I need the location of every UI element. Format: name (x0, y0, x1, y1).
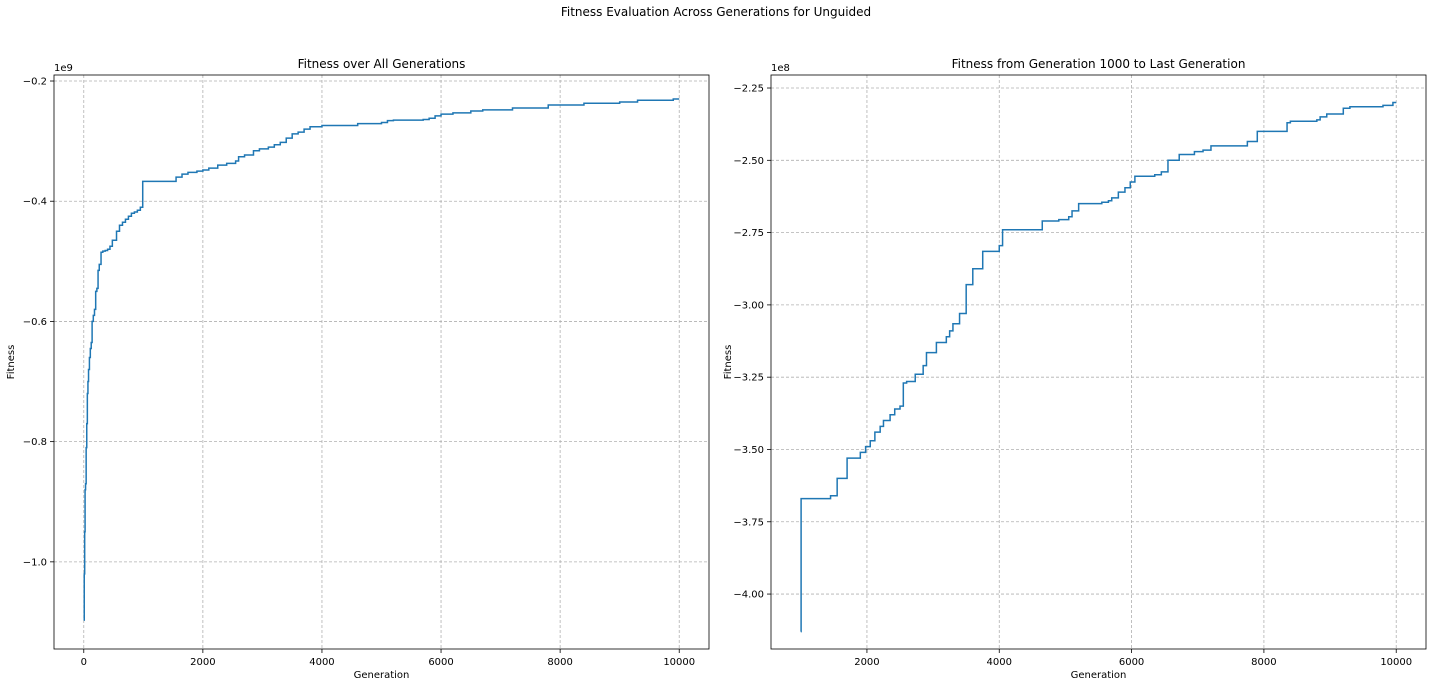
y-tick-label: −2.75 (733, 228, 764, 239)
y-tick-label: −3.75 (733, 517, 764, 528)
chart-title: Fitness from Generation 1000 to Last Gen… (952, 57, 1246, 71)
x-axis-label: Generation (1071, 670, 1127, 681)
y-tick-label: −0.6 (23, 317, 47, 328)
series-line (800, 101, 1397, 633)
y-tick-label: −2.25 (733, 84, 764, 95)
y-tick-label: −3.00 (733, 300, 764, 311)
x-axis-label: Generation (354, 670, 410, 681)
chart-title: Fitness over All Generations (298, 57, 466, 71)
y-axis-label: Fitness (6, 345, 17, 380)
x-tick-label: 6000 (428, 657, 453, 668)
x-tick-label: 10000 (1380, 657, 1412, 668)
y-offset-text: 1e8 (771, 63, 790, 74)
y-axis-label: Fitness (723, 345, 734, 380)
x-tick-label: 0 (81, 657, 87, 668)
axes-frame (53, 74, 710, 650)
x-tick-label: 10000 (663, 657, 695, 668)
y-tick-label: −2.50 (733, 156, 764, 167)
y-offset-text: 1e9 (54, 63, 73, 74)
series-line (83, 98, 680, 621)
x-tick-label: 4000 (987, 657, 1012, 668)
y-tick-label: −0.8 (23, 437, 47, 448)
x-tick-label: 2000 (190, 657, 215, 668)
chart-panel-from-1000: 2000 4000 6000 8000 10000 −4.00 −3.75 −3.50 −3.2… (723, 57, 1427, 681)
y-tick-label: −3.25 (733, 373, 764, 384)
y-tick-label: −0.4 (23, 197, 47, 208)
figure-suptitle: Fitness Evaluation Across Generations fo… (560, 5, 872, 19)
y-tick-label: −0.2 (23, 77, 47, 88)
x-tick-label: 6000 (1119, 657, 1144, 668)
x-tick-label: 4000 (309, 657, 334, 668)
y-tick-label: −4.00 (733, 590, 764, 601)
x-tick-label: 2000 (854, 657, 879, 668)
y-tick-label: −3.50 (733, 445, 764, 456)
axes-frame (770, 74, 1427, 650)
chart-panel-all-generations: 0 2000 4000 6000 8000 10000 −1.0 −0.8 −0.6 −0.4 −0… (6, 57, 710, 681)
y-tick-label: −1.0 (23, 557, 47, 568)
x-tick-label: 8000 (547, 657, 572, 668)
x-tick-label: 8000 (1251, 657, 1276, 668)
